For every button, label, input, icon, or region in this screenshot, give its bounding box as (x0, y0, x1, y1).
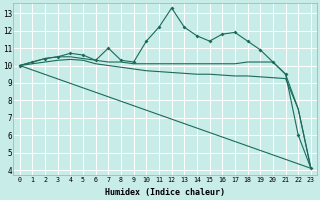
X-axis label: Humidex (Indice chaleur): Humidex (Indice chaleur) (105, 188, 225, 197)
